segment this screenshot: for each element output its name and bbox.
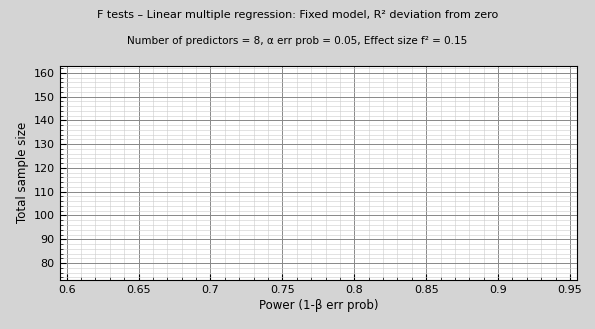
Text: F tests – Linear multiple regression: Fixed model, R² deviation from zero: F tests – Linear multiple regression: Fi… xyxy=(97,10,498,20)
Text: Number of predictors = 8, α err prob = 0.05, Effect size f² = 0.15: Number of predictors = 8, α err prob = 0… xyxy=(127,36,468,46)
X-axis label: Power (1-β err prob): Power (1-β err prob) xyxy=(259,299,378,312)
Y-axis label: Total sample size: Total sample size xyxy=(16,122,29,223)
